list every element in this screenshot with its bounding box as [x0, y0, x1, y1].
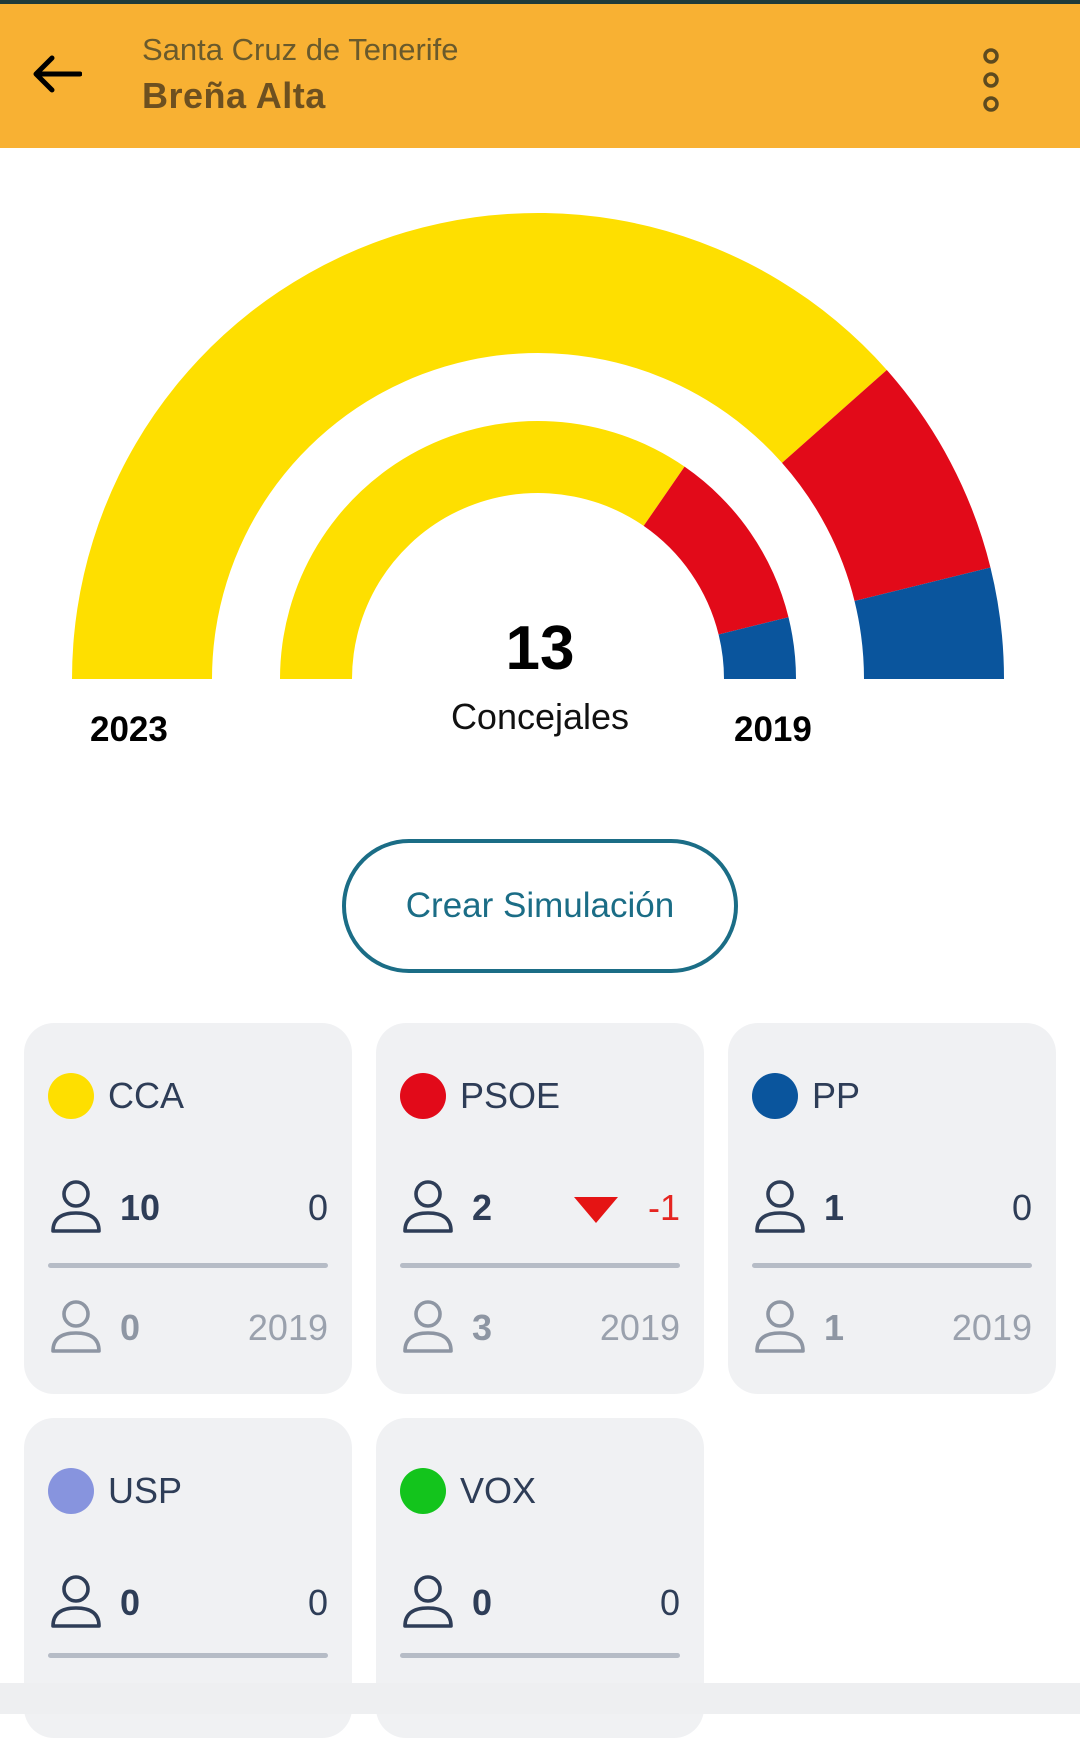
party-color-dot	[48, 1468, 94, 1514]
seat-segment-2023-cca	[72, 213, 887, 679]
previous-year-label: 2019	[951, 1307, 1032, 1348]
outer-ring-year-label: 2023	[90, 710, 168, 749]
app-bar: Santa Cruz de Tenerife Breña Alta	[0, 4, 1080, 148]
divider	[752, 1263, 1032, 1268]
seat-change-value: 0	[307, 1582, 328, 1623]
seat-segment-2023-psoe	[782, 369, 991, 601]
person-icon	[403, 1180, 453, 1233]
previous-year-label: 2019	[247, 1307, 328, 1348]
previous-seats-row: 1 2019	[752, 1297, 1032, 1357]
party-card-cca[interactable]: CCA 10 0 0 2019	[24, 1023, 352, 1394]
overflow-menu-button[interactable]	[966, 42, 1016, 118]
current-seats-value: 2	[472, 1187, 493, 1228]
divider	[400, 1263, 680, 1268]
total-seats-label: Concejales	[450, 696, 630, 737]
party-card-pp[interactable]: PP 1 0 1 2019	[728, 1023, 1056, 1394]
person-icon	[403, 1300, 453, 1353]
seat-segment-2023-pp	[854, 567, 1004, 679]
page-title: Breña Alta	[142, 75, 326, 116]
person-icon	[755, 1300, 805, 1353]
current-seats-row: 0 0	[48, 1572, 328, 1632]
party-name: PSOE	[460, 1075, 561, 1116]
party-color-dot	[400, 1073, 446, 1119]
status-strip	[0, 0, 1080, 4]
seats-chart: 13 Concejales 2023 2019	[0, 148, 1080, 788]
triangle-down-icon	[574, 1197, 618, 1223]
more-vertical-icon	[983, 48, 999, 112]
person-icon	[51, 1300, 101, 1353]
party-color-dot	[400, 1468, 446, 1514]
create-simulation-button[interactable]: Crear Simulación	[342, 839, 738, 973]
party-card-psoe[interactable]: PSOE 2 -1 3 2019	[376, 1023, 704, 1394]
previous-seats-value: 1	[824, 1307, 845, 1348]
party-name: USP	[108, 1470, 183, 1511]
seat-segment-2019-psoe	[643, 466, 789, 635]
seat-segment-2019-cca	[280, 421, 685, 679]
previous-year-label: 2019	[599, 1307, 680, 1348]
current-seats-value: 10	[120, 1187, 161, 1228]
back-button[interactable]	[22, 40, 90, 108]
current-seats-value: 1	[824, 1187, 845, 1228]
page-subtitle: Santa Cruz de Tenerife	[142, 32, 459, 67]
seat-change-value: 0	[307, 1187, 328, 1228]
divider	[400, 1653, 680, 1658]
person-icon	[403, 1575, 453, 1628]
seat-change-value: 0	[659, 1582, 680, 1623]
current-seats-value: 0	[120, 1582, 141, 1623]
divider	[48, 1263, 328, 1268]
seat-change-value: -1	[647, 1187, 680, 1228]
party-name: VOX	[460, 1470, 537, 1511]
seats-semicircle-chart	[72, 213, 1004, 679]
party-name: PP	[812, 1075, 861, 1116]
party-name: CCA	[108, 1075, 185, 1116]
current-seats-row: 10 0	[48, 1177, 328, 1237]
current-seats-row: 2 -1	[400, 1177, 680, 1237]
previous-seats-value: 3	[472, 1307, 493, 1348]
previous-seats-value: 0	[120, 1307, 141, 1348]
bottom-navigation-strip	[0, 1683, 1080, 1714]
previous-seats-row: 3 2019	[400, 1297, 680, 1357]
party-color-dot	[48, 1073, 94, 1119]
person-icon	[51, 1180, 101, 1233]
party-color-dot	[752, 1073, 798, 1119]
divider	[48, 1653, 328, 1658]
seat-change-value: 0	[1011, 1187, 1032, 1228]
person-icon	[51, 1575, 101, 1628]
person-icon	[755, 1180, 805, 1233]
inner-ring-year-label: 2019	[734, 710, 812, 749]
current-seats-row: 1 0	[752, 1177, 1032, 1237]
previous-seats-row: 0 2019	[48, 1297, 328, 1357]
current-seats-value: 0	[472, 1582, 493, 1623]
arrow-left-icon	[33, 55, 82, 93]
seat-segment-2019-pp	[718, 617, 796, 679]
current-seats-row: 0 0	[400, 1572, 680, 1632]
total-seats-value: 13	[505, 614, 575, 683]
title-block: Santa Cruz de Tenerife Breña Alta	[142, 30, 459, 122]
